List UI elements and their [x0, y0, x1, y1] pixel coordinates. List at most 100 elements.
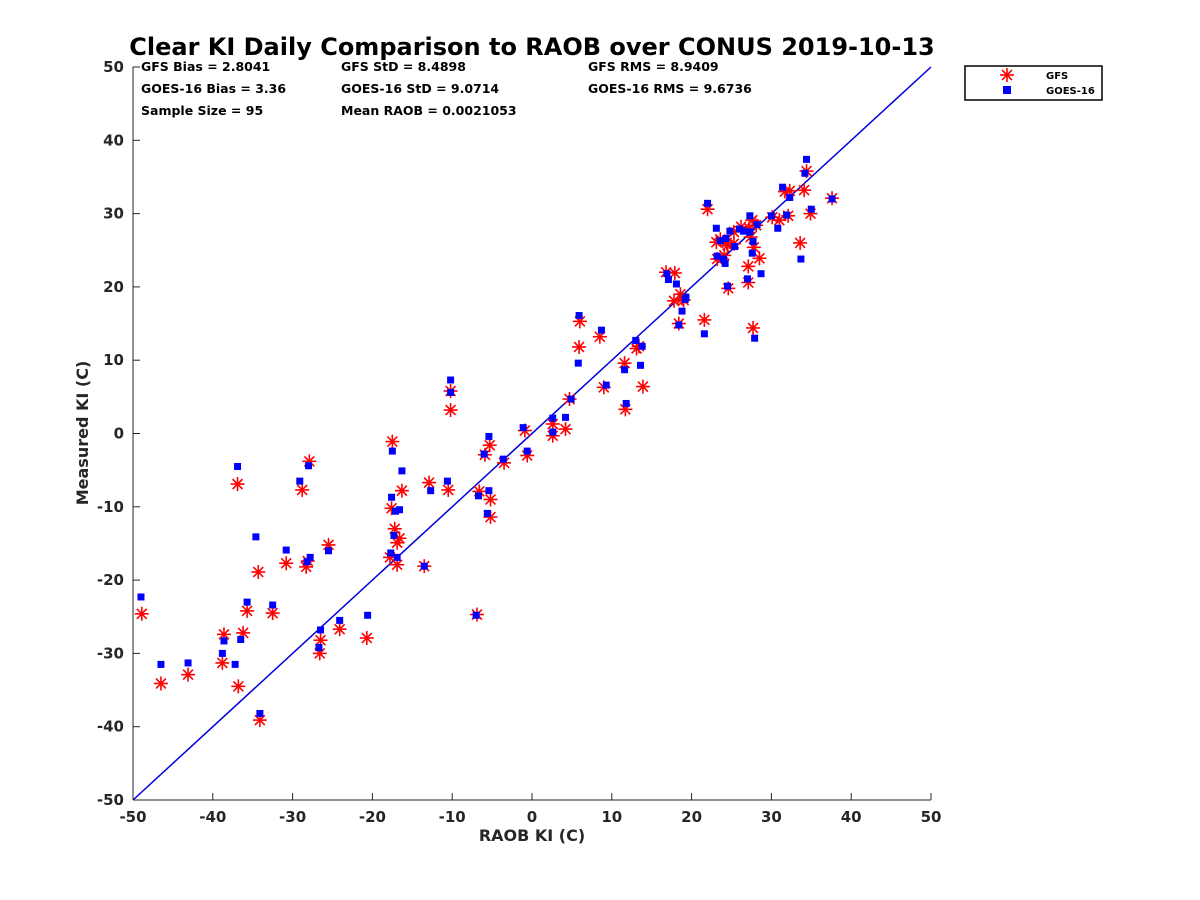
x-tick-label: 30 — [761, 808, 782, 826]
gfs-point — [558, 422, 573, 437]
gfs-point — [483, 492, 498, 507]
goes16-point — [398, 467, 406, 475]
goes16-point — [447, 376, 455, 384]
legend-gfs-marker — [1000, 68, 1014, 82]
goes16-point — [713, 252, 721, 260]
goes16-point — [716, 237, 724, 245]
goes16-point — [797, 255, 805, 263]
goes16-rms-text: GOES-16 RMS = 9.6736 — [588, 81, 752, 96]
goes16-point — [315, 644, 323, 652]
gfs-point — [385, 434, 400, 449]
goes16-point — [672, 280, 680, 288]
gfs-point — [746, 320, 761, 335]
goes16-point — [724, 282, 732, 290]
gfs-point — [797, 183, 812, 198]
goes16-point — [499, 455, 507, 463]
goes16-point — [483, 509, 491, 517]
goes16-point — [220, 637, 228, 645]
x-tick-label: -50 — [119, 808, 146, 826]
goes16-point — [234, 462, 242, 470]
goes16-point — [786, 193, 794, 201]
y-tick-label: -20 — [97, 571, 124, 589]
gfs-point — [231, 679, 246, 694]
goes16-point — [480, 450, 488, 458]
x-tick-label: -40 — [199, 808, 226, 826]
goes16-point — [783, 211, 791, 219]
y-tick-label: 20 — [103, 278, 124, 296]
goes16-point — [447, 388, 455, 396]
one-to-one-reference-line — [132, 66, 932, 801]
goes16-point — [269, 601, 277, 609]
goes16-point — [325, 547, 333, 555]
goes16-point — [774, 224, 782, 232]
gfs-point — [741, 259, 756, 274]
gfs-rms-text: GFS RMS = 8.9409 — [588, 59, 719, 74]
goes16-point — [597, 326, 605, 334]
goes16-point — [735, 225, 743, 233]
y-tick-label: 0 — [114, 425, 124, 443]
goes16-point — [392, 507, 400, 515]
gfs-point — [697, 312, 712, 327]
goes16-std-text: GOES-16 StD = 9.0714 — [341, 81, 499, 96]
gfs-point — [134, 606, 149, 621]
goes16-point — [753, 221, 761, 229]
goes16-point — [602, 381, 610, 389]
goes16-point — [712, 224, 720, 232]
goes16-point — [523, 447, 531, 455]
y-tick-label: -50 — [97, 791, 124, 809]
gfs-bias-text: GFS Bias = 2.8041 — [141, 59, 270, 74]
goes16-point — [549, 428, 557, 436]
goes16-point — [306, 553, 314, 561]
goes16-point — [638, 342, 646, 350]
goes16-point — [720, 255, 728, 263]
gfs-point — [332, 622, 347, 637]
goes16-point — [700, 330, 708, 338]
goes16-point — [336, 616, 344, 624]
legend-gfs-label: GFS — [1046, 71, 1068, 82]
goes16-point — [751, 334, 759, 342]
goes16-point — [427, 487, 435, 495]
goes16-point — [828, 195, 836, 203]
goes16-point — [739, 227, 747, 235]
goes16-point — [779, 183, 787, 191]
goes16-point — [731, 243, 739, 251]
y-axis-label: Measured KI (C) — [73, 361, 92, 506]
y-tick-label: 10 — [103, 351, 124, 369]
y-tick-label: 40 — [103, 131, 124, 149]
x-tick-label: 40 — [841, 808, 862, 826]
goes16-point — [184, 659, 192, 667]
goes16-point — [231, 660, 239, 668]
gfs-point — [153, 676, 168, 691]
goes16-point — [663, 270, 671, 278]
goes16-point — [364, 611, 372, 619]
goes16-point — [252, 533, 260, 541]
goes16-point — [157, 660, 165, 668]
y-tick-label: 30 — [103, 205, 124, 223]
goes16-point — [519, 424, 527, 432]
goes16-point — [632, 336, 640, 344]
gfs-point — [635, 379, 650, 394]
goes16-point — [807, 205, 815, 213]
goes16-point — [574, 359, 582, 367]
goes16-point — [675, 321, 683, 329]
goes16-point — [485, 432, 493, 440]
goes16-point — [475, 492, 483, 500]
goes16-point — [621, 366, 629, 374]
y-tick-label: -10 — [97, 498, 124, 516]
goes16-point — [420, 562, 428, 570]
goes16-point — [748, 249, 756, 257]
goes16-point — [746, 228, 754, 236]
goes16-point — [137, 593, 145, 601]
x-axis-label: RAOB KI (C) — [479, 826, 585, 845]
gfs-point — [752, 251, 767, 266]
goes16-point — [396, 506, 404, 514]
goes16-point — [243, 598, 251, 606]
gfs-point — [572, 340, 587, 355]
goes16-point — [305, 462, 313, 470]
goes16-point — [388, 447, 396, 455]
goes16-point — [801, 169, 809, 177]
y-tick-label: 50 — [103, 58, 124, 76]
chart-title: Clear KI Daily Comparison to RAOB over C… — [129, 33, 935, 61]
